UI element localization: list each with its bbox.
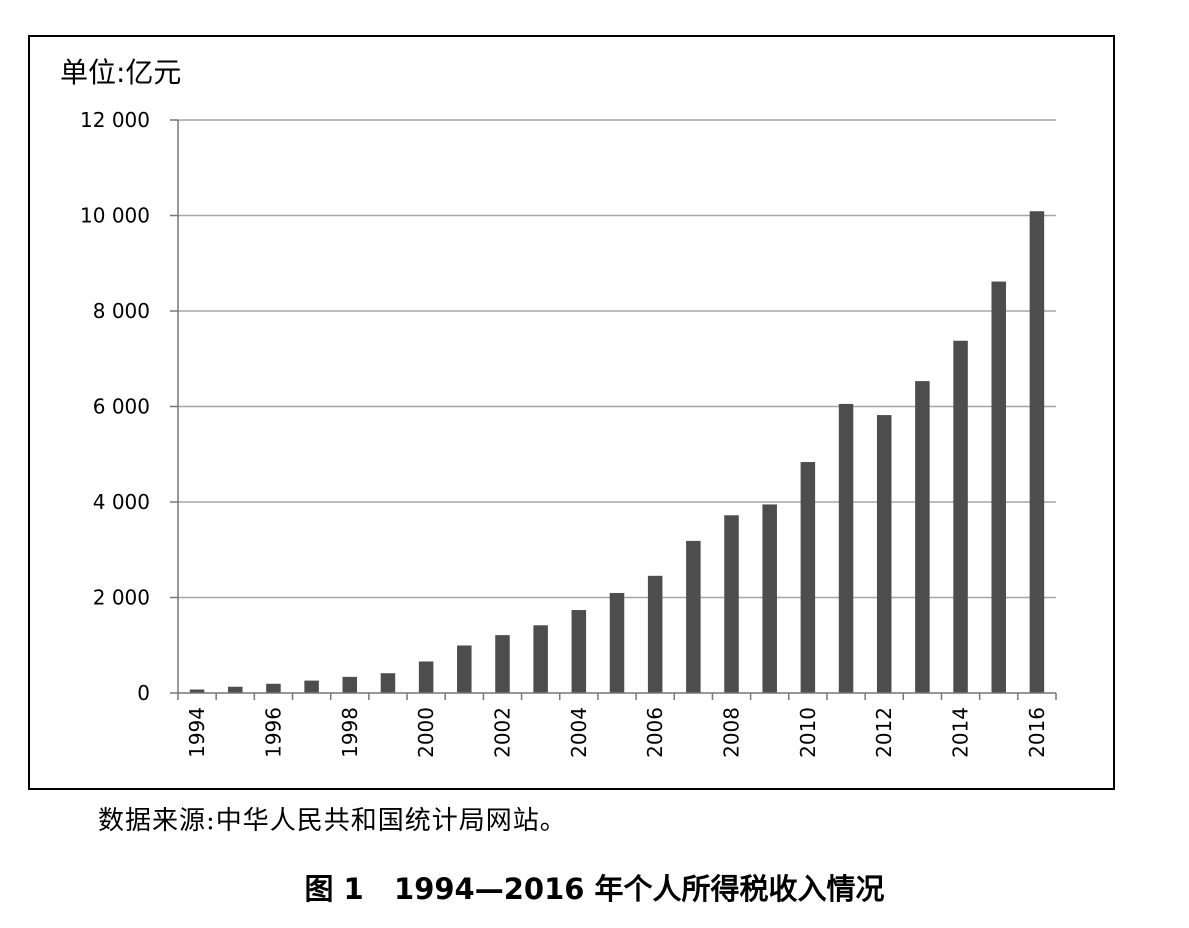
bar-2008 — [724, 515, 739, 693]
bar-2006 — [647, 575, 663, 693]
axes — [177, 120, 1057, 700]
x-tick-label: 2010 — [796, 707, 820, 758]
figure-title: 1994—2016 年个人所得税收入情况 — [394, 872, 885, 906]
y-tick-label: 4 000 — [93, 490, 150, 514]
bar-1998 — [342, 676, 358, 693]
bar-2011 — [838, 403, 854, 693]
bar-2012 — [876, 415, 892, 693]
x-tick-label: 1994 — [185, 707, 209, 758]
bar-1999 — [380, 673, 396, 693]
x-tick-labels: 1994 1996 1998 2000 2002 2004 2006 2008 2010 2012… — [185, 707, 1049, 758]
bar-2005 — [609, 592, 625, 693]
y-tick-label: 10 000 — [80, 204, 150, 228]
bar-1996 — [266, 683, 281, 693]
x-tick-label: 2000 — [414, 707, 438, 758]
bar-2013 — [915, 381, 930, 693]
x-tick-label: 2004 — [567, 707, 591, 758]
y-axis-unit-label: 单位:亿元 — [60, 56, 181, 89]
y-tick-label: 2 000 — [93, 586, 150, 610]
x-tick-label: 2006 — [643, 707, 667, 758]
bar-2007 — [686, 540, 701, 693]
x-tick-label: 1996 — [261, 707, 285, 758]
bar-2002 — [495, 635, 510, 693]
bar-2000 — [418, 661, 434, 693]
bar-2015 — [991, 281, 1006, 693]
y-tick-label: 0 — [137, 681, 150, 705]
bar-1997 — [304, 680, 319, 693]
x-tick-label: 2002 — [490, 707, 514, 758]
x-tick-label: 2012 — [872, 707, 896, 758]
figure-number: 图 1 — [304, 872, 364, 906]
y-tick-label: 8 000 — [93, 299, 150, 323]
gridlines — [170, 119, 1056, 694]
bar-1995 — [228, 686, 243, 693]
x-tick-label: 2008 — [720, 707, 744, 758]
y-tick-label: 6 000 — [93, 395, 150, 419]
y-tick-label: 12 000 — [80, 108, 150, 132]
x-tick-label: 2014 — [949, 707, 973, 758]
bar-2003 — [533, 625, 548, 693]
bar-2010 — [800, 462, 816, 693]
bar-2004 — [571, 610, 587, 693]
y-tick-labels: 0 2 000 4 000 6 000 8 000 10 000 12 000 — [80, 108, 150, 705]
bar-1994 — [189, 689, 205, 693]
bar-2001 — [457, 645, 472, 693]
figure-caption: 图 1 1994—2016 年个人所得税收入情况 — [0, 866, 1189, 908]
bar-2016 — [1029, 211, 1045, 693]
bar-2014 — [953, 340, 968, 693]
x-tick-label: 2016 — [1025, 707, 1049, 758]
data-source-note: 数据来源:中华人民共和国统计局网站。 — [98, 806, 567, 836]
bar-2009 — [762, 504, 777, 693]
bars — [189, 211, 1045, 693]
x-tick-label: 1998 — [338, 707, 362, 758]
